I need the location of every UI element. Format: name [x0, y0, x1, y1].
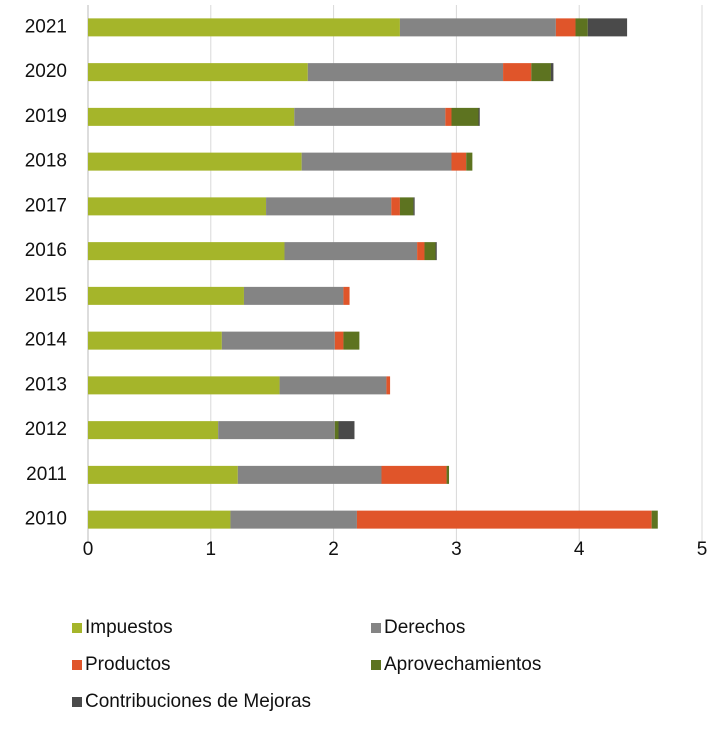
bar-segment — [417, 242, 425, 261]
x-tick-label: 2 — [328, 539, 339, 560]
bar-segment — [88, 107, 295, 126]
legend-label: Impuestos — [85, 617, 173, 638]
y-tick-label: 2011 — [26, 464, 67, 485]
bar-segment — [399, 197, 414, 216]
y-tick-label: 2013 — [25, 374, 67, 395]
x-tick-label: 1 — [206, 539, 217, 560]
bar-segment — [218, 421, 335, 440]
bar-segment — [230, 510, 357, 529]
bar-segment — [399, 18, 556, 37]
bar-segment — [451, 152, 467, 171]
legend-swatch — [371, 660, 381, 670]
legend-swatch — [72, 697, 82, 707]
bar-segment — [391, 197, 400, 216]
bar-segment — [587, 18, 628, 37]
y-tick-label: 2021 — [25, 16, 67, 37]
y-tick-label: 2012 — [25, 419, 67, 440]
y-tick-label: 2017 — [25, 195, 67, 216]
bar-segment — [503, 63, 532, 82]
x-tick-label: 3 — [451, 539, 462, 560]
bar-segment — [381, 465, 447, 484]
bar-segment — [531, 63, 551, 82]
bar-segment — [266, 197, 392, 216]
y-tick-label: 2020 — [25, 61, 67, 82]
bar-segment — [88, 63, 308, 82]
bar-segment — [451, 107, 479, 126]
bar-segment — [294, 107, 446, 126]
bar-segment — [334, 421, 339, 440]
bar-segment — [424, 242, 436, 261]
bar-segment — [445, 107, 452, 126]
legend-label: Derechos — [384, 617, 465, 638]
bar-segment — [88, 242, 285, 261]
bar-segment — [279, 376, 387, 395]
bar-segment — [88, 152, 302, 171]
bar-segment — [575, 18, 588, 37]
bar-segment — [88, 197, 267, 216]
legend-swatch — [72, 623, 82, 633]
bar-segment — [343, 331, 360, 350]
bar-segment — [478, 107, 480, 126]
legend-label: Productos — [85, 654, 171, 675]
bar-segment — [301, 152, 452, 171]
bar-segment — [413, 197, 415, 216]
bar-segment — [343, 286, 350, 305]
y-tick-label: 2014 — [25, 330, 68, 351]
bar-segment — [550, 63, 554, 82]
bar-segment — [88, 331, 222, 350]
bar-segment — [88, 421, 219, 440]
y-tick-label: 2010 — [25, 509, 67, 530]
bar-segment — [334, 331, 344, 350]
legend-label: Contribuciones de Mejoras — [85, 691, 311, 712]
y-tick-label: 2015 — [25, 285, 67, 306]
bar-segment — [284, 242, 418, 261]
bar-segment — [435, 242, 437, 261]
bar-segment — [88, 376, 280, 395]
bar-segment — [88, 465, 238, 484]
bar-segment — [356, 510, 652, 529]
bar-segment — [221, 331, 335, 350]
bar-segment — [651, 510, 658, 529]
bar-segment — [88, 286, 244, 305]
x-tick-label: 0 — [83, 539, 94, 560]
y-tick-label: 2019 — [25, 106, 67, 127]
x-tick-label: 5 — [697, 539, 708, 560]
y-tick-label: 2016 — [25, 240, 67, 261]
bar-segment — [88, 18, 400, 37]
bar-segment — [307, 63, 504, 82]
legend-swatch — [72, 660, 82, 670]
bar-segment — [446, 465, 450, 484]
bar-segment — [466, 152, 473, 171]
bar-segment — [237, 465, 382, 484]
bar-segment — [243, 286, 344, 305]
legend-swatch — [371, 623, 381, 633]
bar-segment — [386, 376, 391, 395]
bar-segment — [338, 421, 355, 440]
bar-segment — [555, 18, 576, 37]
legend-label: Aprovechamientos — [384, 654, 541, 675]
bar-segment — [88, 510, 231, 529]
y-tick-label: 2018 — [25, 151, 67, 172]
x-tick-label: 4 — [574, 539, 585, 560]
